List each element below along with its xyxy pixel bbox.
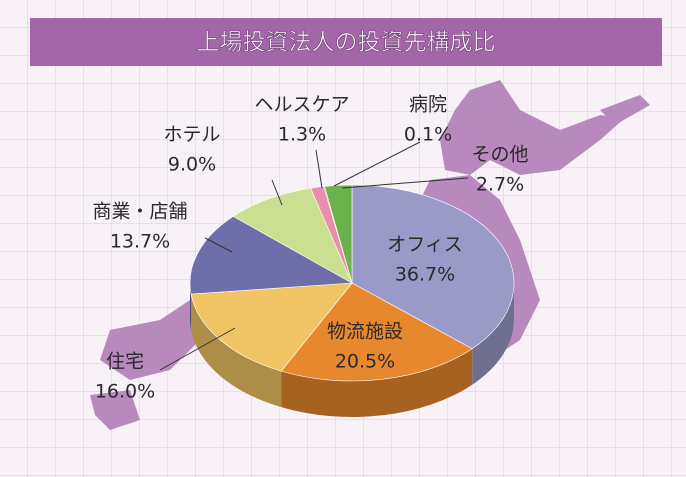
leader-line	[341, 177, 469, 189]
slice-side	[281, 348, 473, 417]
leader-line	[315, 149, 323, 189]
value-label: 20.5%	[335, 351, 395, 373]
category-label: オフィス	[387, 234, 463, 256]
title-banner	[30, 18, 662, 66]
slice-side	[191, 294, 282, 408]
value-label: 1.3%	[278, 124, 326, 146]
category-label: 病院	[409, 94, 447, 116]
slice	[189, 216, 354, 295]
slice	[324, 184, 353, 284]
value-label: 16.0%	[95, 381, 155, 403]
category-label: 住宅	[106, 351, 144, 373]
leader-line	[271, 179, 283, 206]
category-label: その他	[471, 144, 528, 166]
leader-line	[204, 237, 233, 253]
slice	[280, 282, 473, 382]
chart-title: 上場投資法人の投資先構成比	[197, 30, 496, 56]
category-label: ホテル	[163, 124, 220, 146]
value-label: 9.0%	[168, 154, 216, 176]
leader-line	[159, 327, 236, 371]
value-label: 0.1%	[404, 124, 452, 146]
leader-line	[333, 141, 421, 187]
category-label: ヘルスケア	[254, 94, 349, 116]
value-label: 36.7%	[395, 264, 455, 286]
value-label: 13.7%	[110, 231, 170, 253]
slice	[351, 184, 515, 350]
category-label: 物流施設	[327, 321, 403, 343]
slice	[190, 282, 353, 372]
value-label: 2.7%	[476, 174, 524, 196]
slice-side	[190, 283, 192, 331]
slice-side	[472, 283, 514, 385]
slice	[232, 187, 353, 284]
category-label: 商業・店舗	[92, 201, 187, 223]
